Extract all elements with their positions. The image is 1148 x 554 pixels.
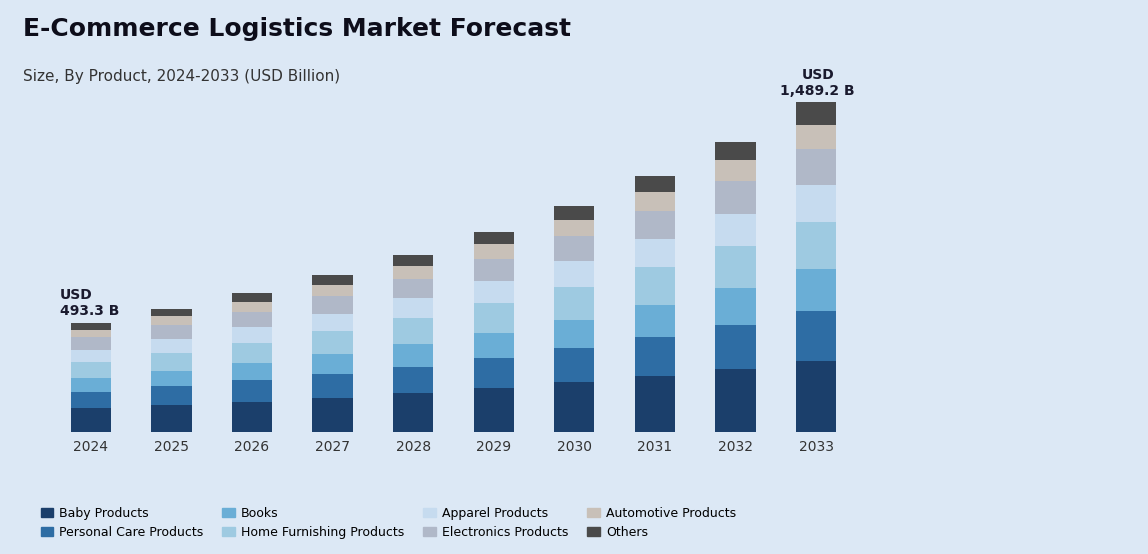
Bar xyxy=(312,275,352,285)
Legend: Baby Products, Personal Care Products, Books, Home Furnishing Products, Apparel : Baby Products, Personal Care Products, B… xyxy=(40,507,736,539)
Bar xyxy=(232,402,272,432)
Bar xyxy=(393,367,433,393)
Bar xyxy=(71,350,111,362)
Bar xyxy=(71,330,111,337)
Bar xyxy=(152,386,192,405)
Bar xyxy=(393,255,433,266)
Bar xyxy=(71,362,111,378)
Bar xyxy=(232,301,272,311)
Bar xyxy=(715,325,755,369)
Bar xyxy=(71,323,111,330)
Bar xyxy=(71,378,111,392)
Bar xyxy=(635,192,675,211)
Bar xyxy=(715,161,755,182)
Bar xyxy=(393,344,433,367)
Bar xyxy=(474,332,514,358)
Bar xyxy=(393,393,433,432)
Bar xyxy=(393,299,433,318)
Bar xyxy=(796,125,836,148)
Bar xyxy=(232,293,272,301)
Bar xyxy=(71,392,111,408)
Bar xyxy=(152,325,192,339)
Bar xyxy=(715,142,755,161)
Bar xyxy=(474,232,514,244)
Bar xyxy=(312,285,352,296)
Bar xyxy=(796,361,836,432)
Bar xyxy=(715,246,755,288)
Bar xyxy=(715,214,755,246)
Bar xyxy=(554,320,595,348)
Bar xyxy=(796,102,836,125)
Bar xyxy=(152,309,192,316)
Text: Size, By Product, 2024-2033 (USD Billion): Size, By Product, 2024-2033 (USD Billion… xyxy=(23,69,340,84)
Bar xyxy=(474,281,514,304)
Bar xyxy=(474,259,514,281)
Bar xyxy=(635,337,675,376)
Bar xyxy=(715,182,755,214)
Bar xyxy=(554,220,595,236)
Text: E-Commerce Logistics Market Forecast: E-Commerce Logistics Market Forecast xyxy=(23,17,571,40)
Bar xyxy=(152,405,192,432)
Bar xyxy=(71,408,111,432)
Bar xyxy=(393,266,433,279)
Bar xyxy=(312,296,352,314)
Bar xyxy=(312,331,352,355)
Bar xyxy=(715,288,755,325)
Bar xyxy=(554,236,595,261)
Bar xyxy=(232,327,272,342)
Bar xyxy=(474,358,514,388)
Bar xyxy=(393,318,433,344)
Bar xyxy=(554,206,595,220)
Bar xyxy=(715,369,755,432)
Bar xyxy=(796,148,836,185)
Bar xyxy=(796,222,836,269)
Bar xyxy=(312,314,352,331)
Text: USD
1,489.2 B: USD 1,489.2 B xyxy=(781,68,855,98)
Bar xyxy=(152,316,192,325)
Bar xyxy=(796,269,836,311)
Bar xyxy=(312,398,352,432)
Bar xyxy=(152,353,192,371)
Bar xyxy=(152,339,192,353)
Bar xyxy=(312,374,352,398)
Bar xyxy=(635,239,675,268)
Bar xyxy=(554,348,595,382)
Bar xyxy=(554,382,595,432)
Bar xyxy=(232,311,272,327)
Bar xyxy=(474,388,514,432)
Bar xyxy=(71,337,111,350)
Bar xyxy=(635,268,675,305)
Bar xyxy=(312,355,352,374)
Text: USD
493.3 B: USD 493.3 B xyxy=(60,288,119,319)
Bar xyxy=(232,342,272,363)
Bar xyxy=(474,304,514,332)
Bar xyxy=(232,363,272,381)
Bar xyxy=(635,211,675,239)
Bar xyxy=(635,376,675,432)
Bar xyxy=(796,185,836,222)
Bar xyxy=(635,176,675,192)
Bar xyxy=(554,286,595,320)
Bar xyxy=(232,381,272,402)
Bar xyxy=(393,279,433,299)
Bar xyxy=(152,371,192,386)
Bar xyxy=(554,261,595,286)
Bar xyxy=(474,244,514,259)
Bar xyxy=(635,305,675,337)
Bar xyxy=(796,311,836,361)
